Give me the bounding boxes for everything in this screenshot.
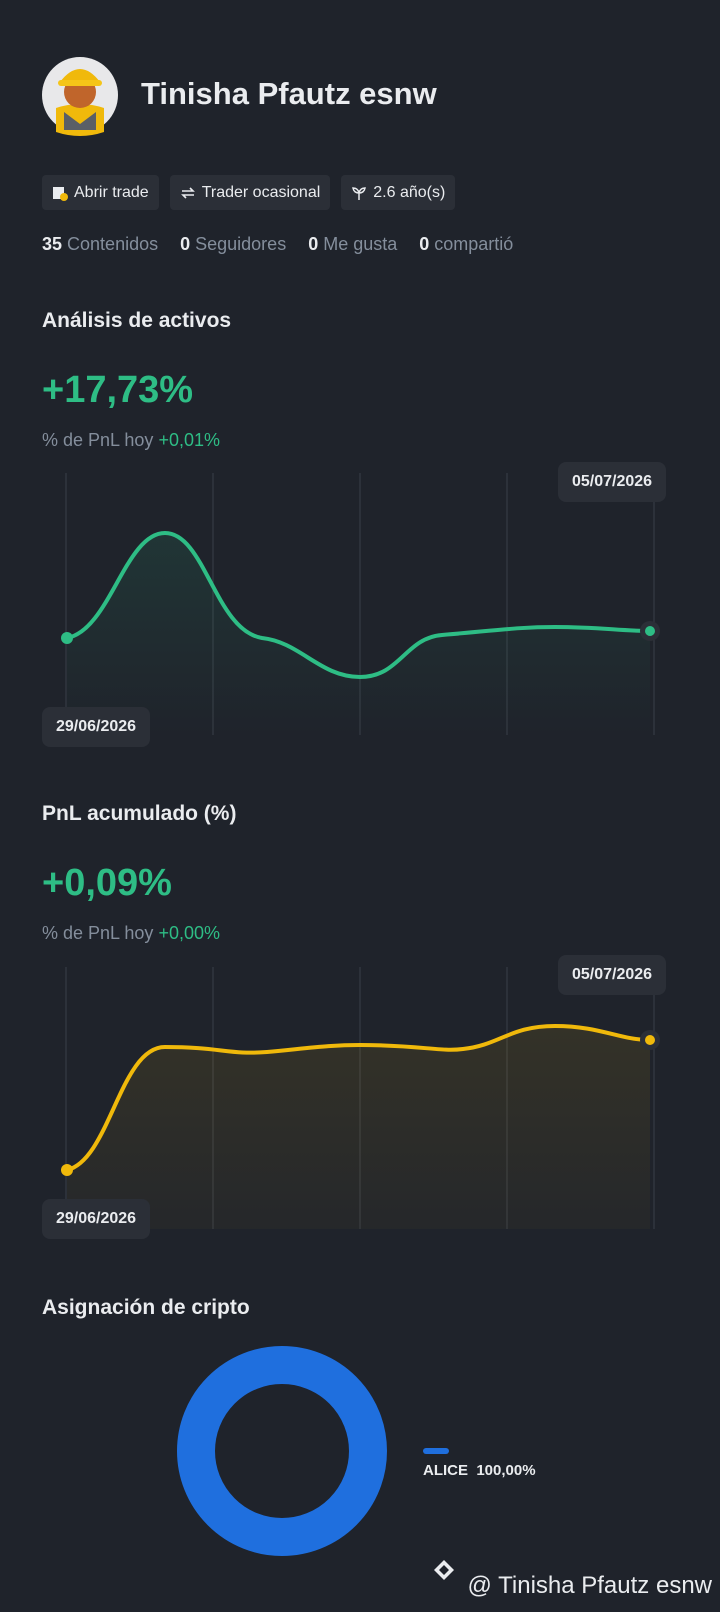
start-date: 29/06/2026	[42, 707, 151, 747]
asset-value: +17,73%	[42, 369, 194, 411]
badge-label: 2.6 año(s)	[373, 183, 446, 201]
stat-count: 35	[42, 234, 63, 254]
donut	[177, 1346, 387, 1556]
stat-label: Me gusta	[323, 234, 398, 254]
badge-label: Abrir trade	[74, 183, 149, 201]
stat-label: Seguidores	[195, 234, 287, 254]
pnl-today: % de PnL hoy +0,00%	[42, 923, 220, 944]
badge[interactable]: 2.6 año(s)	[341, 175, 456, 210]
end-date: 05/07/2026	[558, 462, 667, 502]
stat-count: 0	[308, 234, 319, 254]
stats: 35 Contenidos 0 Seguidores 0 Me gusta 0 compart…	[42, 234, 513, 255]
badge-label: Trader ocasional	[201, 183, 321, 201]
watermark: @ Tinisha Pfautz esnw	[467, 1572, 712, 1599]
avatar	[42, 57, 118, 136]
badge[interactable]: Abrir trade	[42, 175, 159, 210]
legend: ALICE 100,00%	[423, 1448, 536, 1479]
stat[interactable]: 0 Seguidores	[180, 234, 286, 255]
badge[interactable]: Trader ocasional	[169, 175, 331, 210]
legend-name: ALICE	[423, 1462, 468, 1479]
legend-value: 100,00%	[476, 1462, 536, 1479]
footer-logo	[434, 1560, 454, 1580]
stat[interactable]: 0 Me gusta	[308, 234, 397, 255]
asset-curve	[61, 530, 660, 735]
start-date: 29/06/2026	[42, 1199, 151, 1239]
icon	[53, 186, 68, 201]
donut-segment	[177, 1346, 387, 1556]
badges: Abrir trade Trader ocasional 2.6 año(s)	[42, 175, 456, 210]
end-date: 05/07/2026	[558, 955, 667, 995]
pnl-value: +0,09%	[42, 862, 172, 904]
icon	[180, 186, 195, 199]
label: % de PnL hoy	[42, 430, 154, 450]
section-title: PnL acumulado (%)	[42, 802, 237, 825]
stat[interactable]: 0 compartió	[419, 234, 513, 255]
user-name: Tinisha Pfautz esnw	[141, 76, 437, 111]
stat-label: Contenidos	[67, 234, 159, 254]
pnl-today: % de PnL hoy +0,01%	[42, 430, 220, 451]
change: +0,01%	[158, 430, 220, 450]
legend-swatch	[423, 1448, 449, 1454]
icon	[352, 186, 367, 200]
section-title: Análisis de activos	[42, 309, 232, 332]
stat-count: 0	[419, 234, 430, 254]
stat-count: 0	[180, 234, 191, 254]
section-title: Asignación de cripto	[42, 1296, 250, 1319]
stat[interactable]: 35 Contenidos	[42, 234, 158, 255]
label: % de PnL hoy	[42, 923, 154, 943]
pnl-curve	[61, 1023, 660, 1229]
change: +0,00%	[158, 923, 220, 943]
stat-label: compartió	[434, 234, 514, 254]
